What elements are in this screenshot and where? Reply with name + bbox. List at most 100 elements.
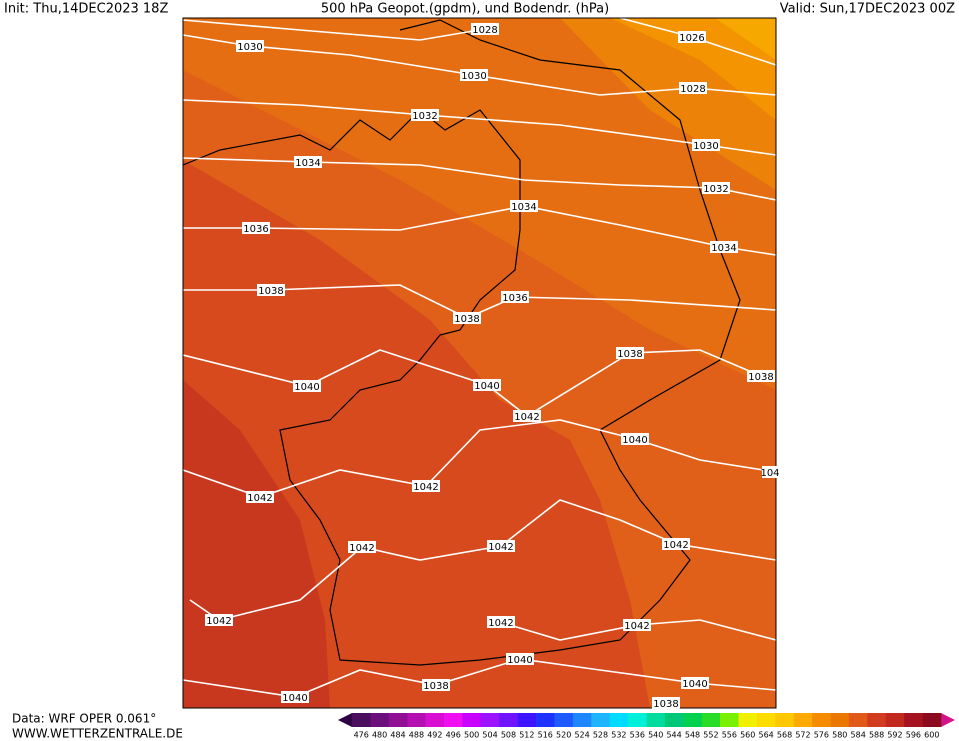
colorbar-swatch [738, 713, 758, 727]
label-box [506, 653, 534, 665]
label-text: 1034 [511, 202, 536, 213]
label-box [762, 466, 778, 478]
label-box [513, 410, 541, 422]
isobar-label: 1032 [702, 182, 730, 195]
isobar-label: 1040 [293, 380, 321, 393]
colorbar-label: 484 [390, 731, 405, 740]
label-text: 1038 [653, 699, 678, 710]
border-outline [183, 19, 741, 666]
colorbar-label: 512 [519, 731, 534, 740]
label-box [501, 291, 529, 303]
label-text: 1038 [748, 372, 773, 383]
colorbar-swatch [388, 713, 408, 727]
colorbar-label: 500 [464, 731, 479, 740]
label-text: 104 [760, 468, 779, 479]
label-text: 1028 [472, 25, 497, 36]
colorbar-label: 544 [666, 731, 681, 740]
colorbar-swatch [664, 713, 684, 727]
label-text: 1042 [624, 621, 649, 632]
colorbar-swatch [444, 713, 463, 727]
colorbar-swatch [591, 713, 610, 727]
label-box [411, 109, 439, 121]
isobar-label: 1036 [501, 291, 529, 304]
isobar-label: 1034 [710, 241, 738, 254]
colorbar-swatch [370, 713, 390, 727]
label-text: 1040 [622, 435, 647, 446]
colorbar-label: 560 [740, 731, 755, 740]
colorbar-arrow [941, 713, 955, 727]
colorbar-swatch [407, 713, 426, 727]
label-text: 1034 [711, 243, 736, 254]
colorbar-swatch [536, 713, 555, 727]
label-box [747, 370, 775, 382]
colorbar-label: 480 [372, 731, 387, 740]
colorbar-swatch [867, 713, 887, 727]
colorbar-label: 596 [906, 731, 921, 740]
isobar-label: 1042 [513, 410, 541, 423]
label-text: 1042 [488, 618, 513, 629]
isobar-label: 1038 [453, 312, 481, 325]
colorbar-swatch [480, 713, 500, 727]
label-text: 1040 [682, 679, 707, 690]
colorbar-label: 516 [538, 731, 553, 740]
colorbar-label: 508 [501, 731, 516, 740]
isobar-label: 1036 [242, 222, 270, 235]
label-text: 1040 [474, 381, 499, 392]
colorbar-swatch [646, 713, 666, 727]
label-text: 1036 [502, 293, 527, 304]
isobar-label: 1028 [679, 82, 707, 95]
label-box [662, 538, 690, 550]
label-box [412, 480, 440, 492]
colorbar-label: 488 [409, 731, 424, 740]
colorbar-label: 556 [722, 731, 737, 740]
label-text: 1038 [454, 314, 479, 325]
label-box [679, 82, 707, 94]
label-text: 1042 [488, 542, 513, 553]
colorbar-swatch [683, 713, 703, 727]
colorbar-label: 600 [924, 731, 939, 740]
label-text: 1042 [349, 543, 374, 554]
label-text: 1034 [295, 158, 320, 169]
colorbar-label: 568 [777, 731, 792, 740]
label-box [246, 491, 274, 503]
colorbar-label: 588 [869, 731, 884, 740]
field-band [183, 18, 776, 190]
isobar-label: 1042 [662, 538, 690, 551]
label-box [473, 379, 501, 391]
map-frame [182, 17, 777, 709]
colorbar-swatch [830, 713, 850, 727]
colorbar-label: 564 [759, 731, 774, 740]
field-band [183, 18, 776, 390]
colorbar-label: 532 [611, 731, 626, 740]
colorbar-label: 528 [593, 731, 608, 740]
label-text: 1030 [461, 71, 486, 82]
colorbar-swatch [554, 713, 574, 727]
isobar-label: 1026 [678, 31, 706, 44]
isobar-label: 1042 [623, 619, 651, 632]
isobar-label: 1040 [681, 677, 709, 690]
colorbar-swatch [462, 713, 482, 727]
label-box [257, 284, 285, 296]
label-text: 1038 [617, 349, 642, 360]
isobar-label: 1038 [652, 697, 680, 710]
label-text: 1032 [412, 111, 437, 122]
colorbar-swatch [756, 713, 776, 727]
init-time: Init: Thu,14DEC2023 18Z [4, 2, 168, 17]
isobar-label: 1034 [294, 156, 322, 169]
colorbar-swatch [885, 713, 905, 727]
label-box [510, 200, 538, 212]
site-name: WWW.WETTERZENTRALE.DE [12, 727, 183, 741]
isobar-label: 1038 [257, 284, 285, 297]
valid-time: Valid: Sun,17DEC2023 00Z [780, 2, 955, 17]
label-box [471, 23, 499, 35]
colorbar-swatch [499, 713, 518, 727]
label-box [692, 139, 720, 151]
colorbar-swatch [904, 713, 923, 727]
colorbar-swatch [517, 713, 537, 727]
isobar-label: 1040 [506, 653, 534, 666]
colorbar-label: 492 [427, 731, 442, 740]
isobar-label: 1034 [510, 200, 538, 213]
colorbar-swatch [922, 713, 942, 727]
label-box [236, 40, 264, 52]
label-text: 1042 [413, 482, 438, 493]
